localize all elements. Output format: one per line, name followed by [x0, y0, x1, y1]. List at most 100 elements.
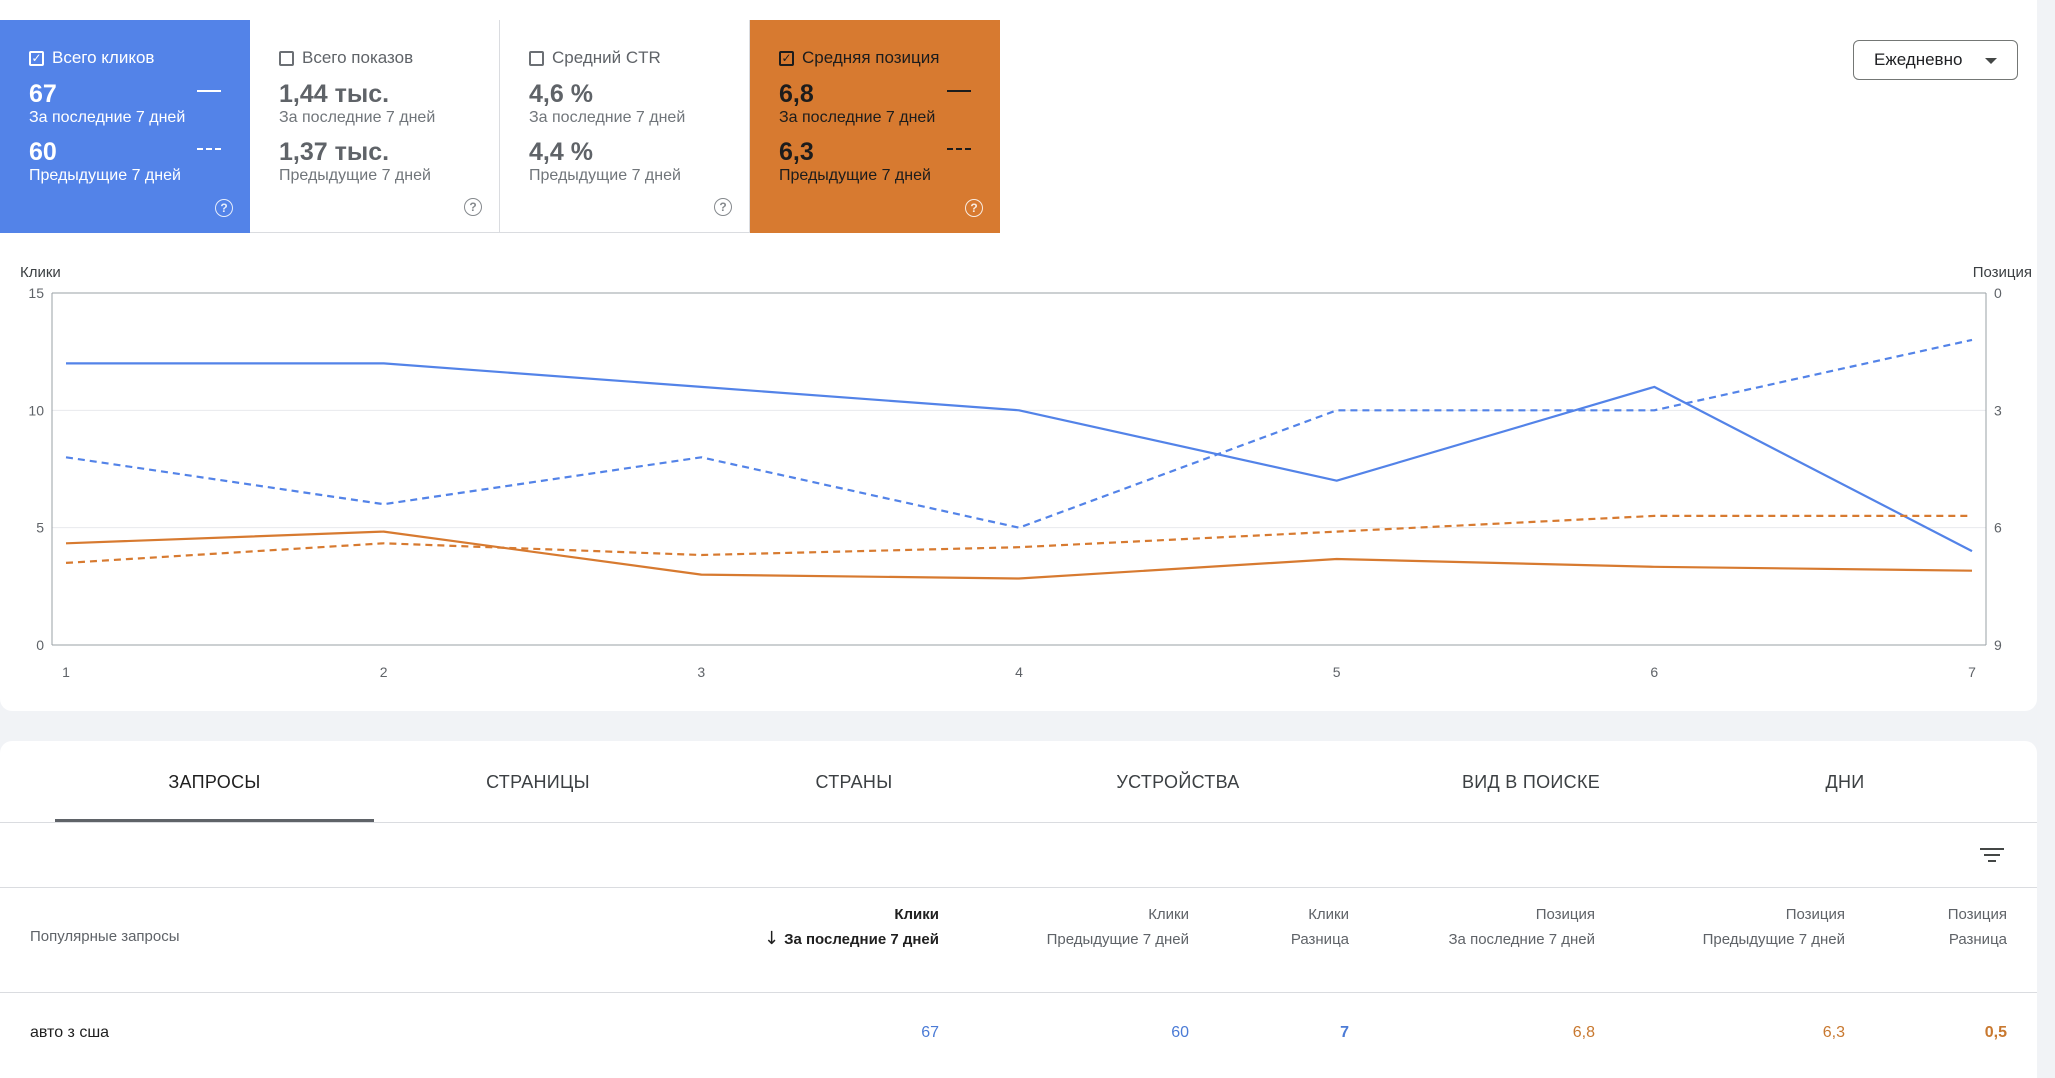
column-header-position-diff[interactable]: Позиция Разница [1948, 902, 2007, 952]
performance-chart-card: ✓ Всего кликов 67 За последние 7 дней 60… [0, 0, 2037, 711]
dimension-table-card: ЗАПРОСЫ СТРАНИЦЫ СТРАНЫ УСТРОЙСТВА ВИД В… [0, 741, 2037, 1078]
column-subtitle: Разница [1948, 931, 2007, 948]
x-tick-label: 2 [380, 664, 388, 680]
position-current-cell: 6,8 [1572, 1024, 1595, 1041]
metric-current-label: За последние 7 дней [279, 109, 436, 126]
x-tick-label: 6 [1650, 664, 1658, 680]
metric-cards: ✓ Всего кликов 67 За последние 7 дней 60… [0, 20, 1000, 233]
right-tick-label: 6 [1994, 520, 2002, 536]
checkbox-unchecked-icon[interactable] [529, 50, 544, 66]
column-title: Позиция [1785, 906, 1845, 923]
solid-line-legend-icon [197, 90, 221, 92]
right-tick-label: 9 [1994, 637, 2002, 653]
metric-current-label: За последние 7 дней [529, 109, 686, 126]
tab-search-appearance[interactable]: ВИД В ПОИСКЕ [1461, 771, 1601, 792]
clicks-current-line [66, 362, 1973, 553]
x-tick-label: 1 [62, 664, 70, 680]
x-tick-label: 7 [1968, 664, 1976, 680]
metric-label: Всего показов [302, 48, 414, 67]
checkbox-checked-icon[interactable]: ✓ [779, 50, 794, 66]
position-previous-line [65, 514, 1972, 564]
position-diff-cell: 0,5 [1984, 1024, 2007, 1041]
left-axis-label: Клики [20, 264, 61, 281]
position-previous-cell: 6,3 [1822, 1024, 1845, 1041]
metric-label: Средний CTR [552, 48, 661, 67]
metric-label: Средняя позиция [802, 48, 940, 67]
column-subtitle: Предыдущие 7 дней [1046, 931, 1189, 948]
caret-down-icon [1985, 58, 1997, 64]
left-tick-label: 0 [36, 637, 44, 653]
help-icon[interactable]: ? [965, 199, 983, 217]
left-tick-label: 5 [36, 520, 44, 536]
help-icon[interactable]: ? [464, 198, 482, 216]
metric-previous-value: 60 [29, 138, 57, 166]
checkbox-checked-icon[interactable]: ✓ [29, 50, 44, 66]
clicks-previous-cell: 60 [1171, 1024, 1189, 1041]
left-tick-label: 15 [28, 285, 44, 301]
chart-axes: 0 5 10 15 0 3 6 9 Клики Позиция 1 2 3 4 5 6 7 [20, 264, 2032, 680]
table-header-row: Популярные запросы ↓ Клики За последние … [0, 888, 2037, 993]
column-header-clicks-previous[interactable]: Клики Предыдущие 7 дней [1047, 902, 1189, 952]
metric-header[interactable]: Средний CTR [529, 48, 749, 68]
tab-queries[interactable]: ЗАПРОСЫ [168, 771, 261, 792]
clicks-current-cell: 67 [921, 1024, 939, 1041]
right-tick-label: 3 [1994, 402, 2002, 418]
metric-previous-label: Предыдущие 7 дней [779, 167, 931, 184]
dashed-line-legend-icon [197, 148, 221, 150]
column-title: Клики [894, 906, 939, 923]
tab-devices[interactable]: УСТРОЙСТВА [1116, 771, 1240, 792]
left-tick-label: 10 [28, 402, 44, 418]
help-icon[interactable]: ? [215, 199, 233, 217]
metric-label: Всего кликов [52, 48, 155, 67]
chart-series [65, 338, 1973, 580]
metric-header[interactable]: ✓ Всего кликов [29, 48, 250, 68]
column-subtitle: За последние 7 дней [1448, 931, 1596, 948]
column-title: Клики [1308, 906, 1349, 923]
tab-pages[interactable]: СТРАНИЦЫ [486, 771, 590, 792]
metric-card-ctr[interactable]: Средний CTR 4,6 % За последние 7 дней 4,… [500, 20, 750, 233]
metric-previous-value: 1,37 тыс. [279, 138, 390, 166]
column-subtitle: Разница [1290, 931, 1349, 948]
table-row[interactable]: авто з сша 67 60 7 6,8 6,3 0,5 [0, 994, 2037, 1078]
metric-previous-label: Предыдущие 7 дней [529, 167, 681, 184]
metric-current-value: 4,6 % [529, 80, 593, 108]
right-tick-label: 0 [1994, 285, 2002, 301]
metric-current-label: За последние 7 дней [29, 109, 186, 126]
clicks-diff-cell: 7 [1340, 1024, 1349, 1041]
clicks-previous-line [65, 338, 1973, 529]
solid-line-legend-icon [947, 90, 971, 92]
column-header-position-current[interactable]: Позиция За последние 7 дней [1449, 902, 1596, 952]
filter-icon[interactable] [1980, 845, 2004, 865]
metric-current-value: 1,44 тыс. [279, 80, 390, 108]
tab-countries[interactable]: СТРАНЫ [815, 771, 893, 792]
table-toolbar [0, 823, 2037, 888]
metric-previous-value: 4,4 % [529, 138, 593, 166]
query-cell[interactable]: авто з сша [30, 1024, 110, 1041]
metric-card-impressions[interactable]: Всего показов 1,44 тыс. За последние 7 д… [250, 20, 500, 233]
metric-current-value: 6,8 [779, 80, 814, 108]
tab-days[interactable]: ДНИ [1825, 771, 1865, 792]
x-tick-label: 4 [1015, 664, 1023, 680]
column-header-position-previous[interactable]: Позиция Предыдущие 7 дней [1703, 902, 1845, 952]
metric-current-value: 67 [29, 80, 57, 108]
metric-header[interactable]: Всего показов [279, 48, 499, 68]
column-title: Клики [1148, 906, 1189, 923]
period-dropdown[interactable]: Ежедневно [1853, 40, 2018, 80]
x-tick-label: 5 [1333, 664, 1341, 680]
metric-previous-label: Предыдущие 7 дней [279, 167, 431, 184]
period-dropdown-label: Ежедневно [1874, 50, 1963, 69]
help-icon[interactable]: ? [714, 198, 732, 216]
metric-header[interactable]: ✓ Средняя позиция [779, 48, 1000, 68]
metric-current-label: За последние 7 дней [779, 109, 936, 126]
dashed-line-legend-icon [947, 148, 971, 150]
metric-card-clicks[interactable]: ✓ Всего кликов 67 За последние 7 дней 60… [0, 20, 250, 233]
x-tick-label: 3 [697, 664, 705, 680]
checkbox-unchecked-icon[interactable] [279, 50, 294, 66]
column-header-clicks-diff[interactable]: Клики Разница [1291, 902, 1349, 952]
column-header-clicks-current[interactable]: Клики За последние 7 дней [784, 902, 939, 952]
column-header-query[interactable]: Популярные запросы [30, 928, 180, 945]
active-tab-indicator [55, 819, 374, 822]
sort-down-arrow-icon[interactable]: ↓ [764, 928, 780, 949]
line-chart: 0 5 10 15 0 3 6 9 Клики Позиция 1 2 3 4 5 6 7 [20, 264, 2032, 680]
metric-card-position[interactable]: ✓ Средняя позиция 6,8 За последние 7 дне… [750, 20, 1000, 233]
